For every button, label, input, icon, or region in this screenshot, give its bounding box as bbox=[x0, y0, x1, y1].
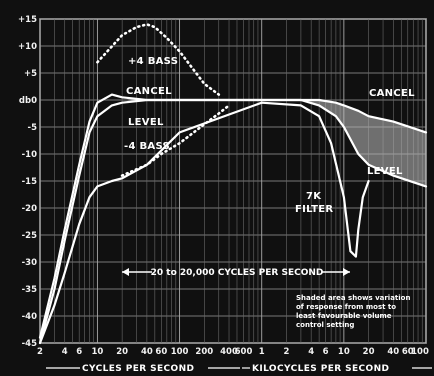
x-tick-label-hz: 4 bbox=[62, 347, 68, 357]
x-tick-label-hz: 400 bbox=[220, 347, 238, 357]
x-tick-label-khz: 40 bbox=[387, 347, 399, 357]
x-tick-label-hz: 60 bbox=[155, 347, 167, 357]
y-tick-label: -5 bbox=[28, 123, 38, 133]
variation-area bbox=[300, 100, 426, 187]
x-axis-names: CYCLES PER SECOND KILOCYCLES PER SECOND bbox=[46, 364, 432, 374]
note-line-1: Shaded area shows variation bbox=[296, 294, 410, 302]
annotation-plus4-bass: +4 BASS bbox=[128, 56, 178, 67]
annotation-cancel-left: CANCEL bbox=[126, 86, 172, 97]
x-tick-label-khz: 4 bbox=[308, 347, 314, 357]
annotation-7k: 7K bbox=[306, 191, 322, 202]
y-tick-label: db0 bbox=[19, 96, 37, 106]
series-line-4-bass bbox=[96, 23, 221, 96]
y-tick-label: -40 bbox=[22, 312, 37, 322]
y-tick-labels: +15 +10 +5 db0 -5 -10 -15 -20 -25 -30 -35 -40 -45 bbox=[18, 15, 37, 349]
x-tick-label-hz: 40 bbox=[141, 347, 153, 357]
x-tick-label-hz: 10 bbox=[91, 347, 103, 357]
range-label: 20 to 20,000 CYCLES PER SECOND bbox=[151, 268, 324, 278]
variation-shading bbox=[300, 100, 426, 187]
annotation-filter: FILTER bbox=[295, 204, 333, 215]
x-tick-label-hz: 2 bbox=[37, 347, 43, 357]
curves bbox=[38, 23, 428, 345]
shading-note: Shaded area shows variation of response … bbox=[296, 294, 410, 329]
y-tick-label: -20 bbox=[22, 204, 37, 214]
annotation-level-right: LEVEL bbox=[367, 166, 403, 177]
x-tick-label-khz: 1 bbox=[259, 347, 265, 357]
y-tick-label: +5 bbox=[24, 69, 37, 79]
x-tick-label-hz: 100 bbox=[171, 347, 189, 357]
note-line-2: of response from most to bbox=[296, 303, 396, 311]
note-line-4: control setting bbox=[296, 321, 354, 329]
y-tick-label: +10 bbox=[18, 42, 37, 52]
y-tick-label: +15 bbox=[18, 15, 37, 25]
note-line-3: least favourable volume bbox=[296, 312, 392, 320]
y-tick-label: -10 bbox=[22, 150, 37, 160]
x-tick-label-hz: 20 bbox=[116, 347, 128, 357]
y-tick-label: -15 bbox=[22, 177, 37, 187]
y-tick-label: -45 bbox=[22, 339, 37, 349]
y-tick-label: -30 bbox=[22, 258, 37, 268]
x-label-hz: CYCLES PER SECOND bbox=[82, 364, 194, 374]
annotation-cancel-right: CANCEL bbox=[369, 88, 415, 99]
x-tick-label-hz: 600 bbox=[235, 347, 253, 357]
x-tick-label-khz: 10 bbox=[338, 347, 350, 357]
x-tick-label-khz: 60 bbox=[402, 347, 414, 357]
y-tick-label: -25 bbox=[22, 231, 37, 241]
x-label-khz: KILOCYCLES PER SECOND bbox=[252, 364, 389, 374]
x-tick-label-hz: 200 bbox=[195, 347, 213, 357]
annotation-level-left: LEVEL bbox=[128, 117, 164, 128]
x-tick-label-khz: 100 bbox=[411, 347, 429, 357]
series-line-7k-filter bbox=[38, 101, 370, 345]
x-tick-label-hz: 6 bbox=[76, 347, 82, 357]
x-tick-label-khz: 6 bbox=[323, 347, 329, 357]
series-line-level bbox=[38, 98, 428, 345]
grid bbox=[39, 18, 427, 344]
y-tick-label: -35 bbox=[22, 285, 37, 295]
x-tick-label-khz: 2 bbox=[283, 347, 289, 357]
range-arrow: 20 to 20,000 CYCLES PER SECOND bbox=[122, 268, 350, 278]
x-tick-label-khz: 20 bbox=[363, 347, 375, 357]
annotation-minus4-bass: -4 BASS bbox=[124, 141, 170, 152]
